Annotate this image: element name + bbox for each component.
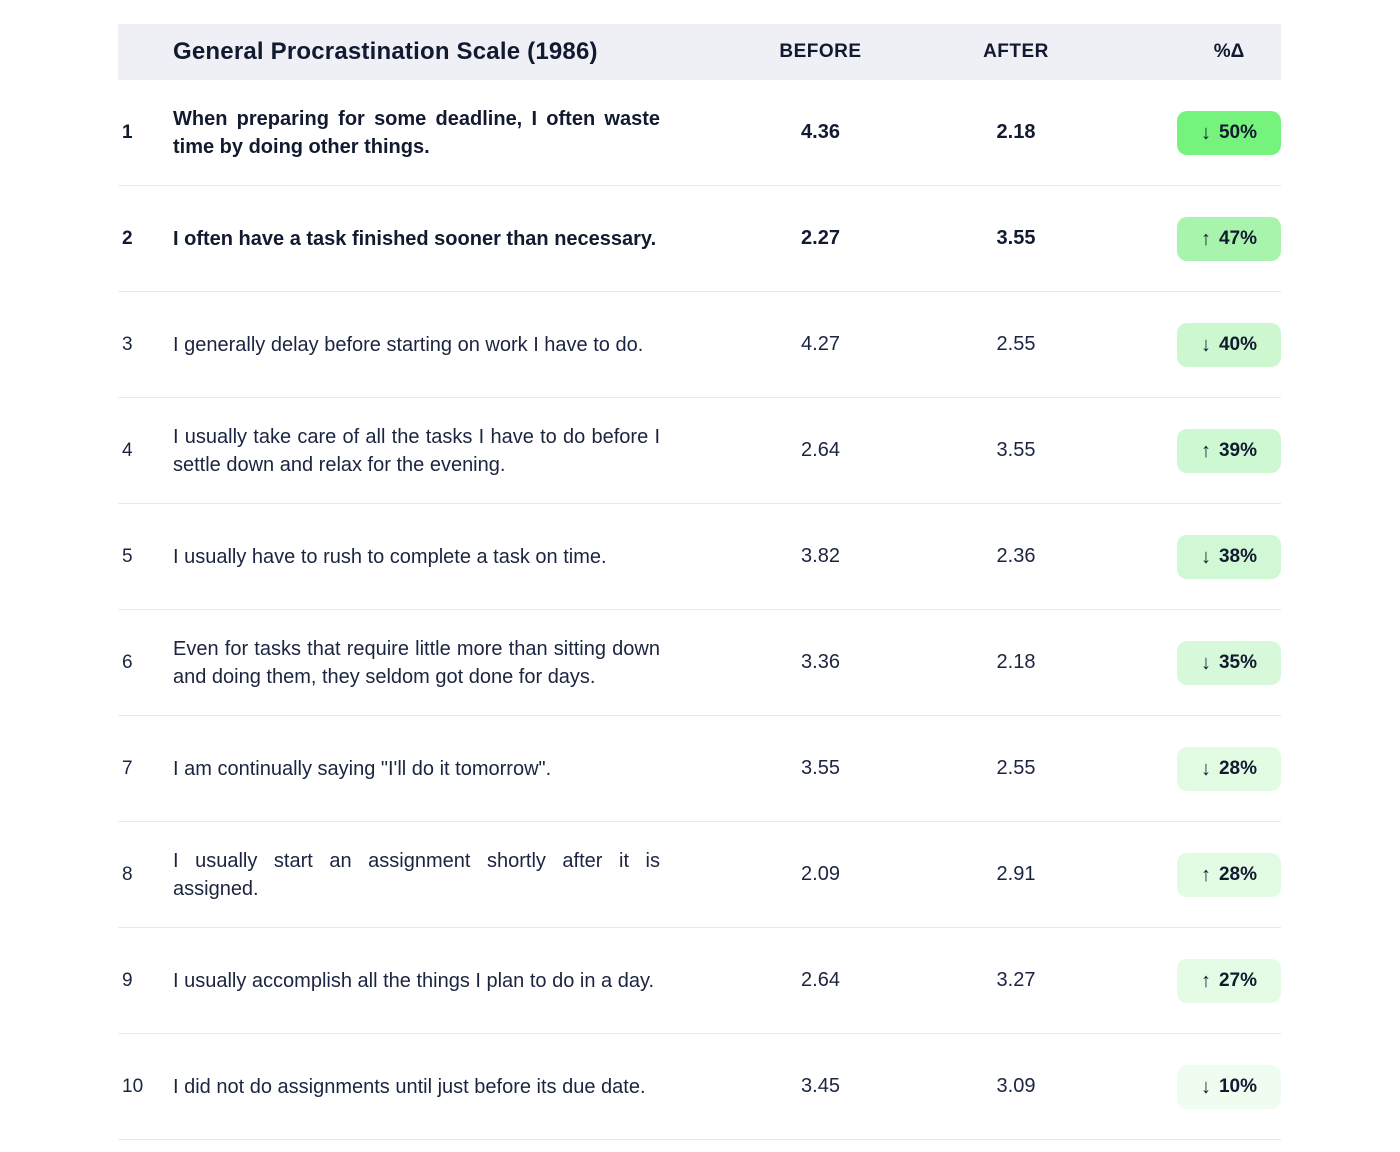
table-row: 3 I generally delay before starting on w… xyxy=(118,292,1281,398)
question-text: When preparing for some deadline, I ofte… xyxy=(173,107,660,158)
table-row: 10 I did not do assignments until just b… xyxy=(118,1034,1281,1140)
row-number: 9 xyxy=(122,969,133,991)
before-value: 3.45 xyxy=(801,1075,840,1097)
arrow-down-icon: ↓ xyxy=(1200,121,1211,144)
table-row: 5 I usually have to rush to complete a t… xyxy=(118,504,1281,610)
percent-change-badge: ↑ 27% xyxy=(1177,958,1281,1003)
table-row: 4 I usually take care of all the tasks I… xyxy=(118,398,1281,504)
question-text: I usually have to rush to complete a tas… xyxy=(173,545,607,568)
after-value: 2.36 xyxy=(996,545,1036,567)
percent-change-badge: ↓ 28% xyxy=(1177,746,1281,791)
percent-change-value: 27% xyxy=(1218,970,1258,991)
question-text: I usually accomplish all the things I pl… xyxy=(173,969,655,992)
column-header-before: BEFORE xyxy=(779,41,862,62)
before-value: 3.82 xyxy=(801,545,840,567)
table-row: 8 I usually start an assignment shortly … xyxy=(118,822,1281,928)
before-value: 2.64 xyxy=(801,439,840,461)
before-value: 4.27 xyxy=(801,333,840,355)
row-number: 6 xyxy=(122,651,133,673)
delta-cell: ↓ 38% xyxy=(1074,534,1281,579)
arrow-down-icon: ↓ xyxy=(1200,545,1211,568)
table-header-row: General Procrastination Scale (1986) BEF… xyxy=(118,24,1281,80)
table-row: 7 I am continually saying "I'll do it to… xyxy=(118,716,1281,822)
percent-change-badge: ↓ 50% xyxy=(1177,110,1281,155)
table-body: 1 When preparing for some deadline, I of… xyxy=(118,80,1281,1140)
percent-change-badge: ↓ 35% xyxy=(1177,640,1281,685)
column-header-after: AFTER xyxy=(983,41,1049,62)
after-value: 3.55 xyxy=(996,227,1036,249)
row-number: 2 xyxy=(122,227,133,249)
percent-change-badge: ↑ 39% xyxy=(1177,428,1281,473)
table-row: 2 I often have a task finished sooner th… xyxy=(118,186,1281,292)
arrow-up-icon: ↑ xyxy=(1200,969,1211,992)
row-number: 4 xyxy=(122,439,133,461)
row-number: 3 xyxy=(122,333,133,355)
after-value: 3.09 xyxy=(996,1075,1036,1097)
before-value: 3.36 xyxy=(801,651,840,673)
question-text: I generally delay before starting on wor… xyxy=(173,333,644,356)
before-value: 4.36 xyxy=(801,121,840,143)
before-value: 2.64 xyxy=(801,969,840,991)
column-header-delta: %Δ xyxy=(1213,41,1245,62)
percent-change-value: 28% xyxy=(1218,864,1258,885)
delta-cell: ↑ 47% xyxy=(1074,216,1281,261)
delta-cell: ↓ 28% xyxy=(1074,746,1281,791)
after-value: 2.55 xyxy=(996,333,1036,355)
delta-cell: ↓ 35% xyxy=(1074,640,1281,685)
table-row: 1 When preparing for some deadline, I of… xyxy=(118,80,1281,186)
percent-change-value: 38% xyxy=(1218,546,1258,567)
arrow-up-icon: ↑ xyxy=(1200,227,1211,250)
after-value: 3.27 xyxy=(996,969,1036,991)
after-value: 2.55 xyxy=(996,757,1036,779)
arrow-down-icon: ↓ xyxy=(1200,333,1211,356)
question-text: I did not do assignments until just befo… xyxy=(173,1075,646,1098)
percent-change-value: 28% xyxy=(1218,758,1258,779)
delta-cell: ↓ 10% xyxy=(1074,1064,1281,1109)
percent-change-badge: ↑ 47% xyxy=(1177,216,1281,261)
question-text: I usually start an assignment shortly af… xyxy=(173,849,660,900)
percent-change-value: 47% xyxy=(1218,228,1258,249)
arrow-down-icon: ↓ xyxy=(1200,1075,1211,1098)
row-number: 7 xyxy=(122,757,133,779)
table-row: 6 Even for tasks that require little mor… xyxy=(118,610,1281,716)
table-title: General Procrastination Scale (1986) xyxy=(173,38,598,65)
before-value: 2.09 xyxy=(801,863,840,885)
before-value: 2.27 xyxy=(801,227,840,249)
question-text: I am continually saying "I'll do it tomo… xyxy=(173,757,552,780)
row-number: 1 xyxy=(122,121,133,143)
after-value: 2.18 xyxy=(996,121,1036,143)
row-number: 10 xyxy=(122,1075,144,1097)
percent-change-value: 39% xyxy=(1218,440,1258,461)
question-text: Even for tasks that require little more … xyxy=(173,637,660,688)
delta-cell: ↑ 28% xyxy=(1074,852,1281,897)
procrastination-scale-table: General Procrastination Scale (1986) BEF… xyxy=(118,24,1281,1140)
arrow-up-icon: ↑ xyxy=(1200,863,1211,886)
arrow-down-icon: ↓ xyxy=(1200,651,1211,674)
percent-change-badge: ↓ 40% xyxy=(1177,322,1281,367)
arrow-down-icon: ↓ xyxy=(1200,757,1211,780)
after-value: 3.55 xyxy=(996,439,1036,461)
before-value: 3.55 xyxy=(801,757,840,779)
delta-cell: ↓ 50% xyxy=(1074,110,1281,155)
question-text: I usually take care of all the tasks I h… xyxy=(173,425,660,476)
question-text: I often have a task finished sooner than… xyxy=(173,227,657,250)
percent-change-value: 40% xyxy=(1218,334,1258,355)
percent-change-value: 50% xyxy=(1218,122,1258,143)
row-number: 8 xyxy=(122,863,133,885)
arrow-up-icon: ↑ xyxy=(1200,439,1211,462)
percent-change-value: 10% xyxy=(1218,1076,1258,1097)
after-value: 2.18 xyxy=(996,651,1036,673)
percent-change-badge: ↑ 28% xyxy=(1177,852,1281,897)
percent-change-badge: ↓ 38% xyxy=(1177,534,1281,579)
after-value: 2.91 xyxy=(996,863,1036,885)
percent-change-badge: ↓ 10% xyxy=(1177,1064,1281,1109)
percent-change-value: 35% xyxy=(1218,652,1258,673)
delta-cell: ↓ 40% xyxy=(1074,322,1281,367)
delta-cell: ↑ 39% xyxy=(1074,428,1281,473)
row-number: 5 xyxy=(122,545,133,567)
table-row: 9 I usually accomplish all the things I … xyxy=(118,928,1281,1034)
delta-cell: ↑ 27% xyxy=(1074,958,1281,1003)
column-header-delta-wrap: %Δ xyxy=(1074,41,1281,63)
